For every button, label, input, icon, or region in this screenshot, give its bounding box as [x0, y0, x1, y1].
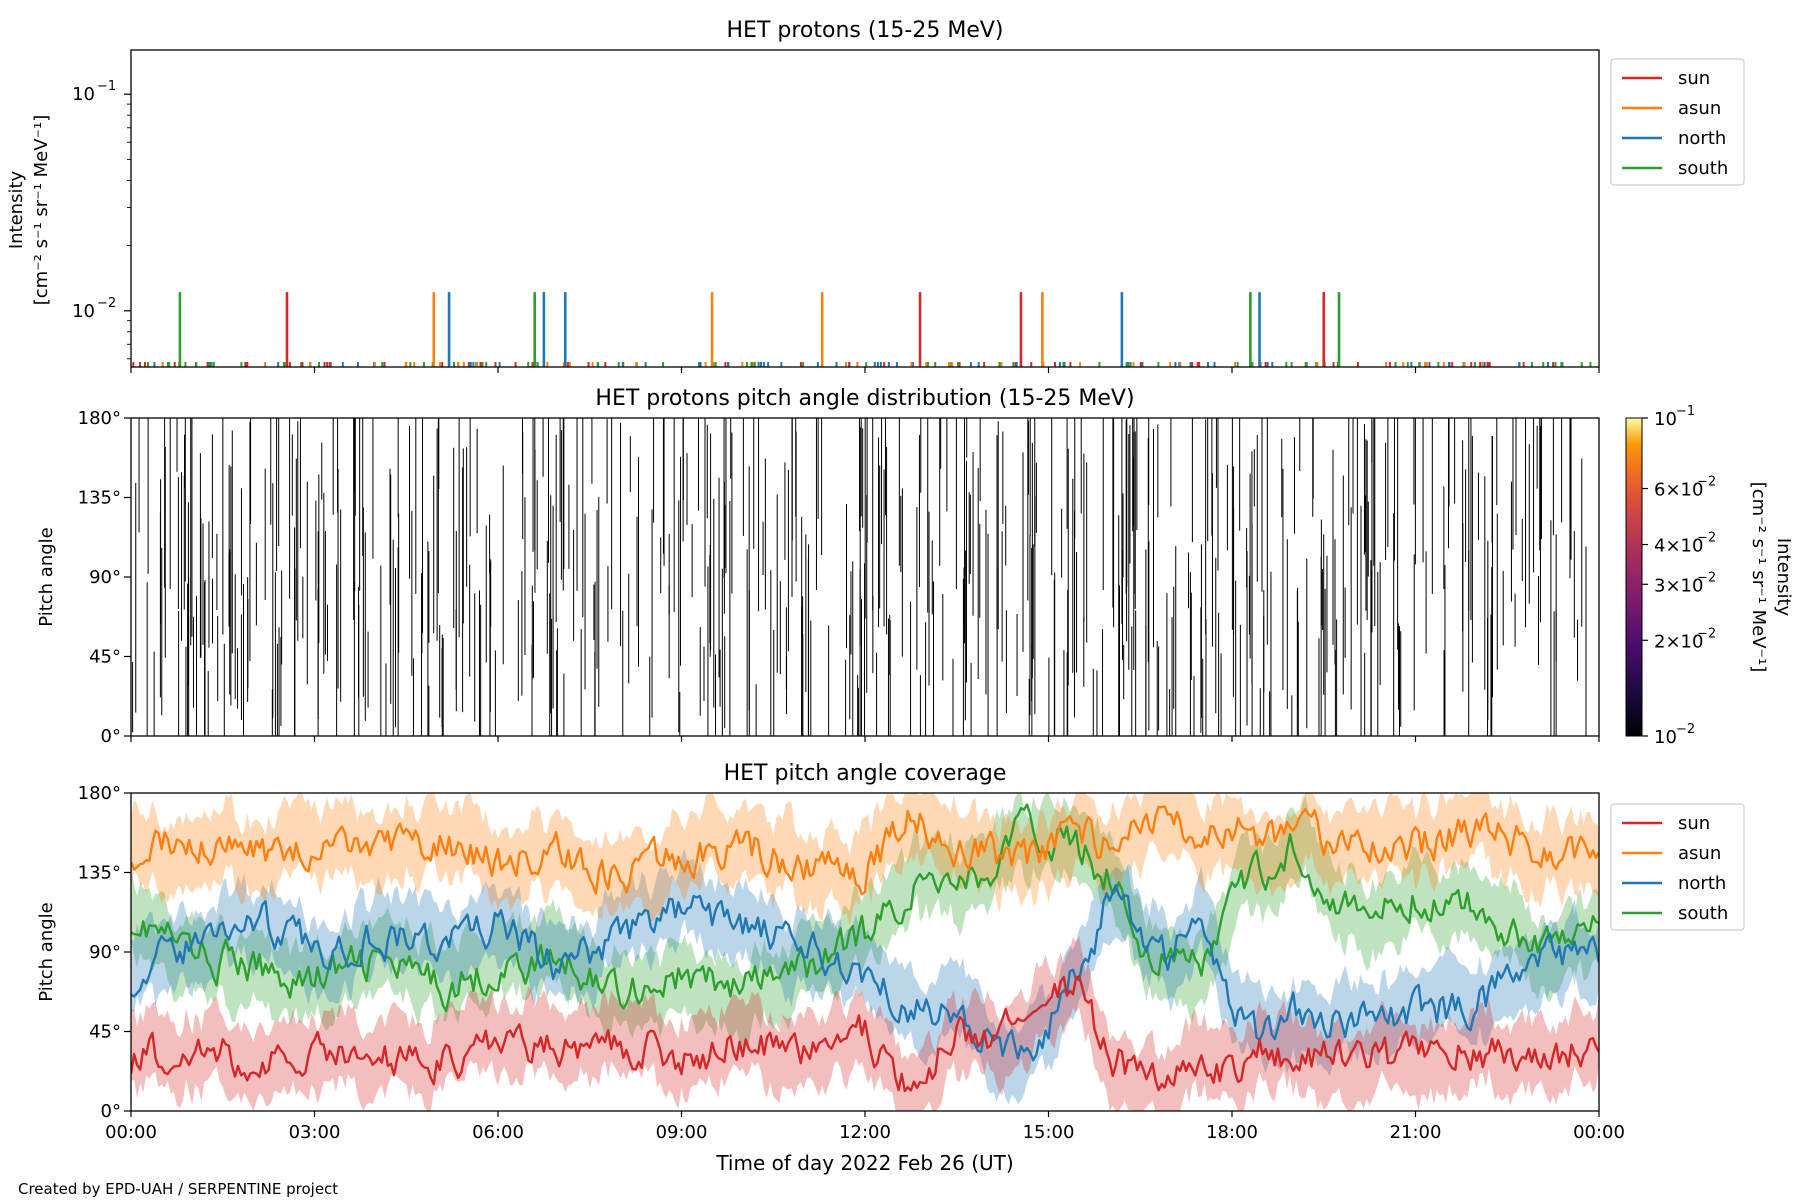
- north-coverage-band: [131, 848, 1599, 1105]
- colorbar-label-line1: Intensity: [1773, 538, 1794, 617]
- colorbar-tick-exponent: −2: [1676, 722, 1695, 737]
- panel3-ylabel: Pitch angle: [36, 902, 57, 1001]
- x-tick-label: 03:00: [289, 1122, 341, 1143]
- y-tick-label: 135°: [78, 863, 121, 884]
- pitch-angle-coverage-panel: HET pitch angle coverage 0° 45° 90° 135° 180…: [36, 761, 1745, 1143]
- south-coverage-line: [131, 803, 1599, 1013]
- panel2-ylabel: Pitch angle: [36, 527, 57, 626]
- x-tick-label: 09:00: [656, 1122, 708, 1143]
- y-tick-label: 10: [72, 84, 95, 105]
- panel3-legend: sun asun north south: [1610, 803, 1745, 931]
- credit-text: Created by EPD-UAH / SERPENTINE project: [18, 1180, 338, 1198]
- colorbar-tick-exponent: −1: [1676, 404, 1695, 419]
- y-tick-label: 135°: [78, 488, 121, 509]
- panel2-title: HET protons pitch angle distribution (15…: [595, 386, 1134, 411]
- north-coverage-line: [131, 884, 1599, 1062]
- legend-label-sun: sun: [1678, 68, 1710, 89]
- y-tick-label: 45°: [89, 1022, 121, 1043]
- y-tick-label: 180°: [78, 408, 121, 429]
- colorbar-tick-exponent: −2: [1697, 475, 1716, 490]
- intensity-panel: HET protons (15-25 MeV) 10−110−2 Intensi…: [6, 18, 1745, 373]
- sun-coverage-line: [131, 974, 1599, 1093]
- south-coverage-band: [131, 793, 1599, 1047]
- x-tick-label: 12:00: [839, 1122, 891, 1143]
- x-tick-label: 06:00: [472, 1122, 524, 1143]
- legend-label-south: south: [1678, 903, 1728, 924]
- x-tick-label: 21:00: [1390, 1122, 1442, 1143]
- y-tick-label: 180°: [78, 783, 121, 804]
- colorbar-tick-exponent: −2: [1697, 570, 1716, 585]
- y-tick-label: 0°: [101, 726, 121, 747]
- y-tick-label: 0°: [101, 1101, 121, 1122]
- colorbar: [1625, 417, 1643, 737]
- colorbar-tick-exponent: −2: [1697, 626, 1716, 641]
- x-tick-label: 18:00: [1206, 1122, 1258, 1143]
- panel1-legend: sun asun north south: [1610, 58, 1745, 186]
- x-tick-label: 00:00: [105, 1122, 157, 1143]
- colorbar-tick-label: 2×10: [1654, 631, 1703, 652]
- y-tick-exponent: −2: [97, 296, 116, 311]
- legend-label-asun: asun: [1678, 98, 1721, 119]
- legend-label-sun: sun: [1678, 813, 1710, 834]
- colorbar-tick-label: 6×10: [1654, 480, 1703, 501]
- colorbar-tick-label: 3×10: [1654, 575, 1703, 596]
- panel1-frame: [130, 49, 1600, 368]
- legend-box: [1610, 58, 1745, 186]
- x-axis-label: Time of day 2022 Feb 26 (UT): [715, 1151, 1013, 1175]
- legend-label-south: south: [1678, 158, 1728, 179]
- asun-coverage-line: [131, 805, 1599, 896]
- colorbar-tick-label: 10: [1654, 727, 1677, 748]
- x-tick-label: 15:00: [1023, 1122, 1075, 1143]
- y-tick-exponent: −1: [97, 79, 116, 94]
- legend-label-north: north: [1678, 873, 1726, 894]
- x-tick-label: 00:00: [1573, 1122, 1625, 1143]
- panel1-ylabel-line1: Intensity: [6, 170, 27, 249]
- panel1-ylabel-line2: [cm⁻² s⁻¹ sr⁻¹ MeV⁻¹]: [31, 115, 52, 306]
- y-tick-label: 10: [72, 301, 95, 322]
- y-tick-label: 90°: [89, 567, 121, 588]
- panel1-title: HET protons (15-25 MeV): [727, 18, 1004, 43]
- legend-label-asun: asun: [1678, 843, 1721, 864]
- y-tick-label: 45°: [89, 647, 121, 668]
- colorbar-tick-label: 4×10: [1654, 536, 1703, 557]
- colorbar-label-line2: [cm⁻² s⁻¹ sr⁻¹ MeV⁻¹]: [1748, 482, 1769, 673]
- colorbar-tick-exponent: −2: [1697, 531, 1716, 546]
- y-tick-label: 90°: [89, 942, 121, 963]
- panel3-title: HET pitch angle coverage: [724, 761, 1007, 786]
- legend-label-north: north: [1678, 128, 1726, 149]
- pitch-angle-distribution-panel: HET protons pitch angle distribution (15…: [36, 386, 1794, 748]
- asun-coverage-band: [131, 793, 1599, 927]
- colorbar-tick-label: 10: [1654, 409, 1677, 430]
- legend-box: [1610, 803, 1745, 931]
